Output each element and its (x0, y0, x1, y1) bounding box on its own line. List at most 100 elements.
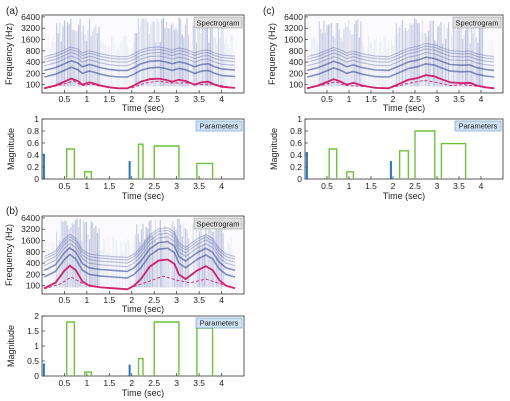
y-tick-label: 400 (26, 258, 40, 268)
y-tick-label: 0.4 (27, 150, 39, 160)
x-tick-label: 1.5 (103, 378, 115, 388)
accent-command-box (83, 371, 93, 376)
spectrogram-texture (44, 17, 236, 87)
x-tick-label: 4 (219, 378, 224, 388)
x-tick-label: 2.5 (409, 94, 421, 104)
spectrogram-tag (452, 16, 502, 29)
y-axis-label: Frequency (Hz) (267, 23, 277, 85)
x-tick-label: 3.5 (453, 181, 465, 191)
parameter-chart-5: 0 0.2 0.4 0.6 0.8 1 0.5 1 1.5 2 2.5 3 3.5 4 Time (sec)… (269, 114, 504, 201)
panel-label-a: (a) (6, 6, 18, 17)
y-tick-label: 400 (26, 57, 40, 67)
parameters-tag (454, 120, 502, 132)
x-tick-label: 3.5 (193, 378, 205, 388)
y-tick-label: 800 (26, 247, 40, 257)
x-axis-label: Time (sec) (122, 388, 164, 398)
y-tick-label: 1 (34, 341, 39, 351)
accent-command-box (414, 130, 436, 179)
x-tick-label: 1 (347, 94, 352, 104)
x-tick-label: 4 (219, 94, 224, 104)
x-tick-label: 1.5 (103, 295, 115, 305)
y-tick-label: 0 (34, 371, 39, 381)
y-axis-label: Magnitude (6, 325, 16, 367)
y-tick-label: 3200 (284, 23, 303, 33)
x-tick-label: 3 (174, 181, 179, 191)
x-tick-label: 4 (479, 94, 484, 104)
f0-contour (306, 74, 495, 90)
x-tick-label: 4 (479, 181, 484, 191)
x-tick-label: 0.5 (321, 181, 333, 191)
parameters-tag-label: Parameters (200, 319, 239, 328)
spectrogram-tag (193, 217, 243, 230)
x-tick-label: 3 (174, 94, 179, 104)
y-tick-label: 0.2 (290, 162, 302, 172)
x-tick-label: 0.5 (59, 94, 71, 104)
x-tick-label: 1 (85, 94, 90, 104)
accent-command-box (196, 162, 214, 179)
y-tick-label: 0.6 (27, 138, 39, 148)
y-tick-label: 1600 (21, 236, 40, 246)
parameters-tag (195, 120, 243, 132)
parameters-tag-label: Parameters (200, 122, 239, 131)
spectrogram-texture (43, 218, 236, 288)
accent-command-box (346, 171, 355, 179)
x-tick-label: 2 (391, 181, 396, 191)
spectrogram-tag-label: Spectrogram (197, 220, 240, 229)
y-axis-label: Frequency (Hz) (4, 224, 14, 286)
y-tick-label: 3200 (21, 23, 40, 33)
y-tick-label: 1600 (284, 35, 303, 45)
y-tick-label: 6400 (21, 12, 40, 22)
x-tick-label: 1 (85, 378, 90, 388)
spectrogram-tag-label: Spectrogram (456, 19, 499, 28)
f0-contour (43, 77, 236, 90)
y-tick-label: 200 (26, 269, 40, 279)
y-tick-label: 200 (26, 68, 40, 78)
x-tick-label: 3.5 (193, 295, 205, 305)
y-tick-label: 1 (297, 114, 302, 124)
panel-label-c: (c) (263, 6, 275, 17)
x-tick-label: 3.5 (193, 94, 205, 104)
spectrogram-tag-label: Spectrogram (197, 19, 240, 28)
y-tick-label: 1.5 (27, 326, 39, 336)
y-tick-label: 800 (26, 46, 40, 56)
x-tick-label: 0.5 (59, 181, 71, 191)
accent-command-box (398, 150, 410, 179)
axes-frame (41, 14, 245, 94)
y-axis-label: Frequency (Hz) (4, 23, 14, 85)
f0-base-contour (44, 275, 236, 290)
y-tick-label: 1 (34, 114, 39, 124)
parameter-chart-1: 0 0.2 0.4 0.6 0.8 1 0.5 1 1.5 2 2.5 3 3.5 4 Time (sec)… (6, 114, 245, 201)
x-axis-label: Time (sec) (122, 103, 164, 113)
x-tick-label: 1 (85, 295, 90, 305)
x-axis-label: Time (sec) (383, 103, 425, 113)
x-tick-label: 3.5 (193, 181, 205, 191)
y-tick-label: 6400 (284, 12, 303, 22)
y-tick-label: 400 (289, 57, 303, 67)
parameters-tag-label: Parameters (459, 122, 498, 131)
spectrogram-texture (307, 17, 495, 87)
parameter-chart-3: 0 0.5 1 1.5 2 0.5 1 1.5 2 2.5 3 3.5 4 Time (sec) Magni… (6, 311, 245, 398)
axes-frame (304, 14, 504, 94)
y-axis-label: Magnitude (269, 128, 279, 170)
x-tick-label: 4 (219, 295, 224, 305)
x-tick-label: 1.5 (365, 181, 377, 191)
y-tick-label: 100 (26, 281, 40, 291)
x-tick-label: 1.5 (103, 181, 115, 191)
y-tick-label: 200 (289, 68, 303, 78)
x-tick-label: 1 (85, 181, 90, 191)
x-tick-label: 1 (347, 181, 352, 191)
x-axis-label: Time (sec) (122, 191, 164, 201)
x-tick-label: 2.5 (148, 378, 160, 388)
x-tick-label: 1.5 (103, 94, 115, 104)
y-tick-label: 3200 (21, 224, 40, 234)
accent-command-box (328, 148, 338, 179)
x-tick-label: 2.5 (148, 295, 160, 305)
y-tick-label: 100 (26, 80, 40, 90)
f0-base-contour (44, 80, 236, 90)
x-tick-label: 0.5 (321, 94, 333, 104)
y-tick-label: 0 (297, 174, 302, 184)
parameters-tag (195, 317, 243, 329)
